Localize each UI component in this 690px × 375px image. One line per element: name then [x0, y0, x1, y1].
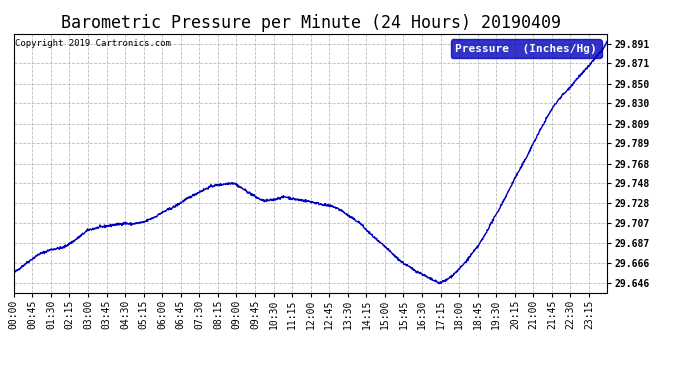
Text: Copyright 2019 Cartronics.com: Copyright 2019 Cartronics.com	[15, 39, 171, 48]
Title: Barometric Pressure per Minute (24 Hours) 20190409: Barometric Pressure per Minute (24 Hours…	[61, 14, 560, 32]
Legend: Pressure  (Inches/Hg): Pressure (Inches/Hg)	[451, 39, 602, 58]
